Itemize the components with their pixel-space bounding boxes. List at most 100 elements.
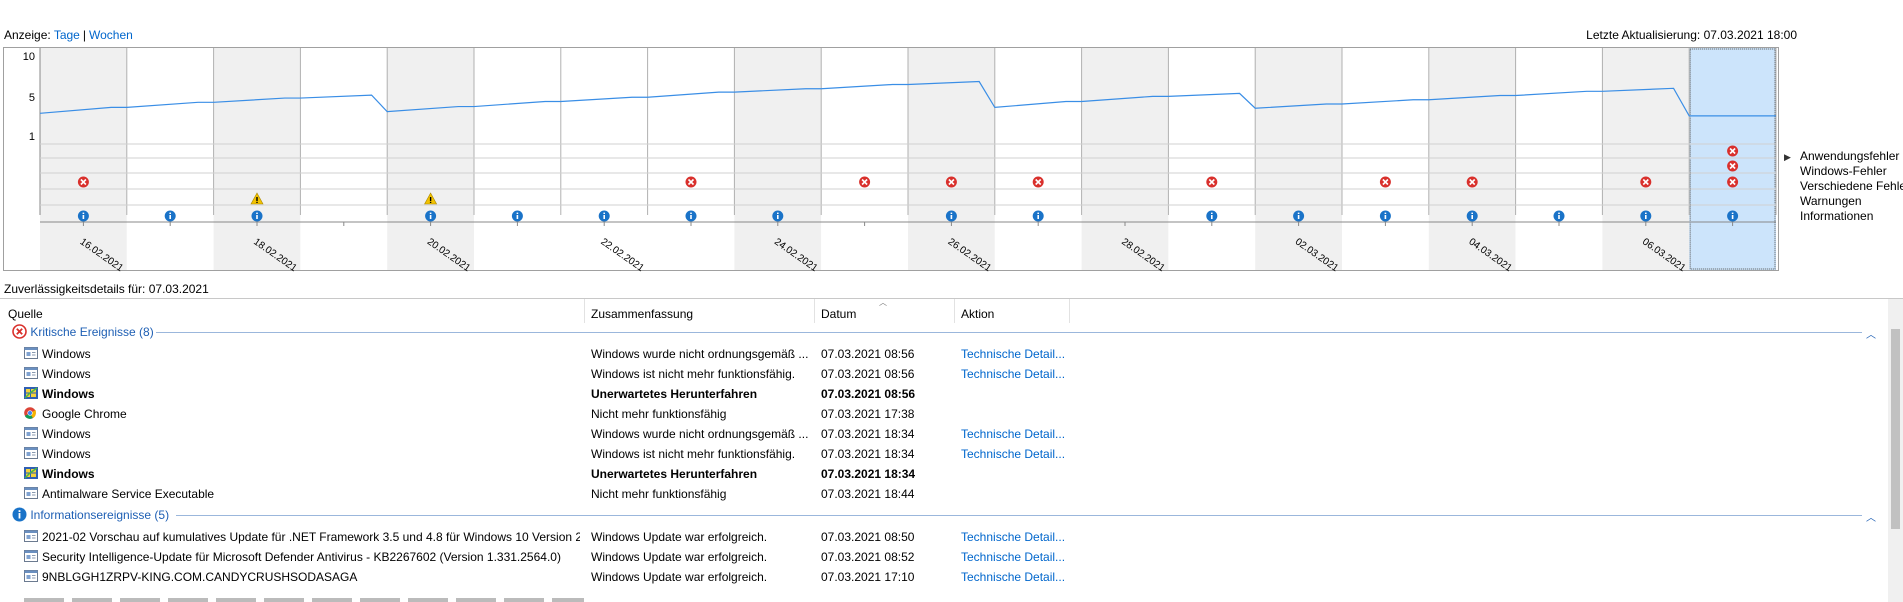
info-icon-mark (950, 215, 953, 219)
column-header-source[interactable]: Quelle (8, 307, 43, 321)
chart-day-column (1342, 48, 1429, 270)
event-row[interactable]: Antimalware Service Executable Nicht mehr… (0, 484, 1880, 504)
error-icon-cross (1035, 178, 1042, 186)
column-header-summary[interactable]: Zusammenfassung (591, 307, 694, 321)
chart-day-column (994, 48, 1082, 270)
info-icon-mark (690, 215, 692, 219)
technical-details-link[interactable]: Technische Detail... (961, 550, 1066, 564)
technical-details-link[interactable]: Technische Detail... (961, 530, 1066, 544)
event-date: 07.03.2021 17:10 (821, 570, 915, 584)
info-icon-mark (256, 215, 258, 219)
event-date: 07.03.2021 08:56 (821, 387, 916, 401)
group-divider (176, 515, 1862, 516)
info-icon-mark (169, 215, 171, 219)
event-date: 07.03.2021 08:56 (821, 347, 915, 361)
info-icon-dot (169, 212, 171, 214)
view-weeks-link[interactable]: Wochen (88, 28, 133, 42)
event-row[interactable]: Google Chrome Nicht mehr funktionsfähig 07… (0, 404, 1880, 424)
chart-day-column (908, 48, 995, 270)
info-icon-dot (950, 212, 953, 214)
warning-icon-dot (429, 201, 432, 203)
info-icon-mark (429, 215, 432, 219)
collapse-critical-icon[interactable]: ︿ (1866, 330, 1876, 341)
warning-icon-mark (429, 197, 432, 201)
info-icon-dot (1731, 212, 1734, 214)
error-icon-cross (948, 178, 955, 186)
event-row[interactable]: 9NBLGGH1ZRPV-KING.COM.CANDYCRUSHSODASAGA… (0, 567, 1880, 587)
column-separator[interactable] (584, 299, 585, 323)
chart-day-column (126, 48, 214, 270)
event-source: 2021-02 Vorschau auf kumulatives Update … (42, 530, 580, 544)
technical-details-link[interactable]: Technische Detail... (961, 347, 1066, 361)
chart-day-column (1602, 48, 1690, 270)
technical-details-link[interactable]: Technische Detail... (961, 427, 1066, 441)
window-app-icon (24, 487, 38, 502)
event-row[interactable]: 2021-02 Vorschau auf kumulatives Update … (0, 527, 1880, 547)
chart-day-column (1689, 48, 1776, 270)
error-icon-cross (80, 178, 87, 186)
event-date: 07.03.2021 08:52 (821, 550, 915, 564)
group-divider (156, 332, 1862, 333)
info-icon-dot (603, 212, 605, 214)
chart-day-column (734, 48, 822, 270)
technical-details-link[interactable]: Technische Detail... (961, 447, 1066, 461)
info-circle-icon (12, 507, 27, 522)
group-information-events[interactable]: Informationsereignisse (5) (12, 507, 169, 522)
event-summary: Windows Update war erfolgreich. (591, 570, 768, 584)
column-separator[interactable] (1069, 299, 1070, 323)
error-icon-cross (687, 178, 695, 186)
event-source: Antimalware Service Executable (42, 487, 215, 501)
column-header-action[interactable]: Aktion (961, 307, 995, 321)
chart-day-column (40, 48, 127, 270)
technical-details-link[interactable]: Technische Detail... (961, 570, 1066, 584)
warning-icon-mark (256, 197, 258, 201)
event-row[interactable]: Windows Unerwartetes Herunterfahren 07.03.… (0, 464, 1880, 484)
group-critical-events[interactable]: Kritische Ereignisse (8) (12, 324, 154, 339)
chart-scroll-right-icon[interactable]: ▶ (1784, 152, 1791, 162)
reliability-chart[interactable]: 10 5 1 16.02.2021 18.02.2021 20.02.2021 22.02.… (3, 47, 1779, 272)
details-list[interactable]: Quelle Zusammenfassung ︿ Datum Aktion Kr… (0, 298, 1903, 602)
event-source: Google Chrome (42, 407, 127, 421)
event-row-partial[interactable] (24, 593, 1064, 602)
info-icon-dot (1211, 212, 1213, 214)
error-icon-cross (1729, 147, 1736, 155)
event-row[interactable]: Security Intelligence-Update für Microso… (0, 547, 1880, 567)
event-date: 07.03.2021 18:34 (821, 427, 915, 441)
event-source: Windows (42, 467, 95, 481)
column-header-date[interactable]: Datum (821, 307, 857, 321)
error-circle-icon (12, 324, 27, 339)
chart-day-column (1081, 48, 1169, 270)
window-app-icon (24, 550, 38, 565)
info-icon-dot (256, 212, 258, 214)
event-summary: Nicht mehr funktionsfähig (591, 487, 727, 501)
window-app-icon (24, 367, 38, 382)
chart-day-column (300, 48, 388, 270)
event-source: Windows (42, 387, 95, 401)
event-summary: Unerwartetes Herunterfahren (591, 387, 758, 401)
error-icon-cross (1729, 162, 1736, 170)
info-icon-dot (1471, 212, 1473, 214)
event-summary: Nicht mehr funktionsfähig (591, 407, 727, 421)
error-icon-cross (1382, 178, 1389, 186)
collapse-information-icon[interactable]: ︿ (1866, 513, 1876, 524)
info-icon-dot (1645, 212, 1647, 214)
event-row[interactable]: Windows Windows wurde nicht ordnungsgemäß… (0, 344, 1880, 364)
group-critical-title: Kritische Ereignisse (8) (30, 325, 154, 339)
error-icon-cross (1208, 178, 1215, 186)
last-update-text: Letzte Aktualisierung: 07.03.2021 18:00 (1586, 28, 1797, 42)
view-days-link[interactable]: Tage (53, 28, 80, 42)
details-scroll-thumb[interactable] (1891, 329, 1900, 529)
event-row[interactable]: Windows Windows wurde nicht ordnungsgemäß… (0, 424, 1880, 444)
event-row[interactable]: Windows Unerwartetes Herunterfahren 07.03.… (0, 384, 1880, 404)
event-source: Windows (42, 427, 91, 441)
details-title: Zuverlässigkeitsdetails für: 07.03.2021 (4, 282, 209, 296)
event-row[interactable]: Windows Windows ist nicht mehr funktionsf… (0, 364, 1880, 384)
column-separator[interactable] (954, 299, 955, 323)
warning-icon-dot (256, 201, 258, 203)
event-row[interactable]: Windows Windows ist nicht mehr funktionsf… (0, 444, 1880, 464)
technical-details-link[interactable]: Technische Detail... (961, 367, 1066, 381)
event-date: 07.03.2021 18:44 (821, 487, 915, 501)
info-icon-dot (1558, 212, 1560, 214)
column-separator[interactable] (814, 299, 815, 323)
view-label: Anzeige: (4, 28, 51, 42)
